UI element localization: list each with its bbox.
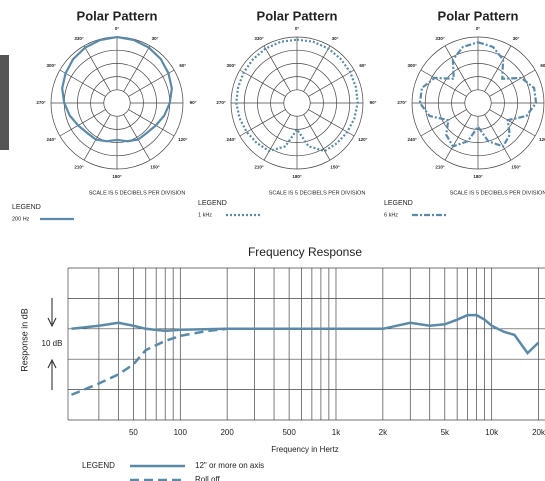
angle-label: 60° <box>540 63 545 68</box>
angle-label: 150° <box>150 164 160 169</box>
x-tick-label: 50 <box>129 428 138 437</box>
chart-title: Polar Pattern <box>257 8 338 23</box>
angle-label: 270° <box>397 100 407 105</box>
angle-label: 240° <box>47 137 57 142</box>
angle-label: 270° <box>216 100 226 105</box>
angle-label: 210° <box>435 164 445 169</box>
arrow-up <box>47 358 57 390</box>
spoke <box>263 114 291 161</box>
spoke <box>420 109 467 137</box>
scale-note: SCALE IS 5 DECIBELS PER DIVISION <box>450 190 545 196</box>
spoke <box>128 109 175 137</box>
angle-label: 180° <box>292 174 302 179</box>
spoke <box>123 45 151 92</box>
x-axis-label: Frequency in Hertz <box>271 445 339 454</box>
spoke <box>420 69 467 97</box>
angle-label: 30° <box>513 36 520 41</box>
polar-curve <box>61 35 173 143</box>
angle-label: 0° <box>476 26 481 31</box>
spoke <box>444 45 472 92</box>
angle-label: 240° <box>408 137 418 142</box>
legend-label: 6 kHz <box>384 212 398 218</box>
angle-label: 30° <box>152 36 159 41</box>
x-tick-label: 5k <box>441 428 450 437</box>
angle-label: 270° <box>36 100 46 105</box>
ring <box>103 89 131 117</box>
spoke <box>489 69 536 97</box>
angle-label: 90° <box>370 100 377 105</box>
arrow-down <box>47 298 57 328</box>
angle-label: 90° <box>190 100 197 105</box>
angle-label: 60° <box>179 63 186 68</box>
spoke <box>303 114 331 161</box>
legend-label: 200 Hz <box>12 216 30 222</box>
response-curve <box>71 313 540 356</box>
x-tick-label: 200 <box>220 428 234 437</box>
spoke <box>239 109 286 137</box>
angle-label: 60° <box>359 63 366 68</box>
spoke <box>123 114 151 161</box>
scale-annotation: 10 dB <box>42 339 63 348</box>
legend-label: Roll off <box>195 475 221 481</box>
ring <box>283 89 311 117</box>
angle-label: 330° <box>74 36 84 41</box>
angle-label: 300° <box>47 63 57 68</box>
x-tick-label: 10k <box>485 428 499 437</box>
angle-label: 150° <box>511 164 521 169</box>
spoke <box>59 109 106 137</box>
ring <box>464 89 492 117</box>
legend-title: LEGEND <box>82 461 115 470</box>
spoke <box>484 114 512 161</box>
spoke <box>59 69 106 97</box>
angle-label: 330° <box>254 36 264 41</box>
angle-label: 30° <box>332 36 339 41</box>
chart-title: Frequency Response <box>248 245 362 259</box>
angle-label: 330° <box>435 36 445 41</box>
spoke <box>303 45 331 92</box>
angle-label: 0° <box>115 26 120 31</box>
microphone-edge <box>0 55 9 150</box>
x-tick-label: 1k <box>332 428 341 437</box>
angle-label: 300° <box>227 63 237 68</box>
angle-label: 210° <box>74 164 84 169</box>
spoke <box>83 45 111 92</box>
y-axis-label: Response in dB <box>19 308 29 372</box>
angle-label: 210° <box>254 164 264 169</box>
spoke <box>308 69 355 97</box>
angle-label: 180° <box>473 174 483 179</box>
spoke <box>444 114 472 161</box>
angle-label: 120° <box>178 137 188 142</box>
spoke <box>239 69 286 97</box>
x-tick-label: 2k <box>379 428 388 437</box>
scale-note: SCALE IS 5 DECIBELS PER DIVISION <box>89 190 186 196</box>
x-tick-label: 500 <box>282 428 296 437</box>
spoke <box>128 69 175 97</box>
polar-curve <box>418 41 538 148</box>
legend-title: LEGEND <box>12 204 41 211</box>
legend-label: 12" or more on axis <box>195 461 264 470</box>
legend-label: 1 kHz <box>198 212 212 218</box>
scale-note: SCALE IS 5 DECIBELS PER DIVISION <box>269 190 366 196</box>
chart-title: Polar Pattern <box>438 8 519 23</box>
response-curve <box>70 327 243 396</box>
x-tick-label: 100 <box>174 428 188 437</box>
x-tick-label: 20k <box>532 428 545 437</box>
legend-title: LEGEND <box>384 200 413 207</box>
spoke <box>484 45 512 92</box>
angle-label: 0° <box>295 26 300 31</box>
polar-curve <box>235 38 359 153</box>
angle-label: 240° <box>227 137 237 142</box>
spoke <box>263 45 291 92</box>
legend-title: LEGEND <box>198 200 227 207</box>
angle-label: 150° <box>330 164 340 169</box>
chart-title: Polar Pattern <box>77 8 158 23</box>
angle-label: 120° <box>539 137 545 142</box>
spoke <box>489 109 536 137</box>
angle-label: 120° <box>358 137 368 142</box>
spoke <box>83 114 111 161</box>
angle-label: 180° <box>112 174 122 179</box>
angle-label: 300° <box>408 63 418 68</box>
